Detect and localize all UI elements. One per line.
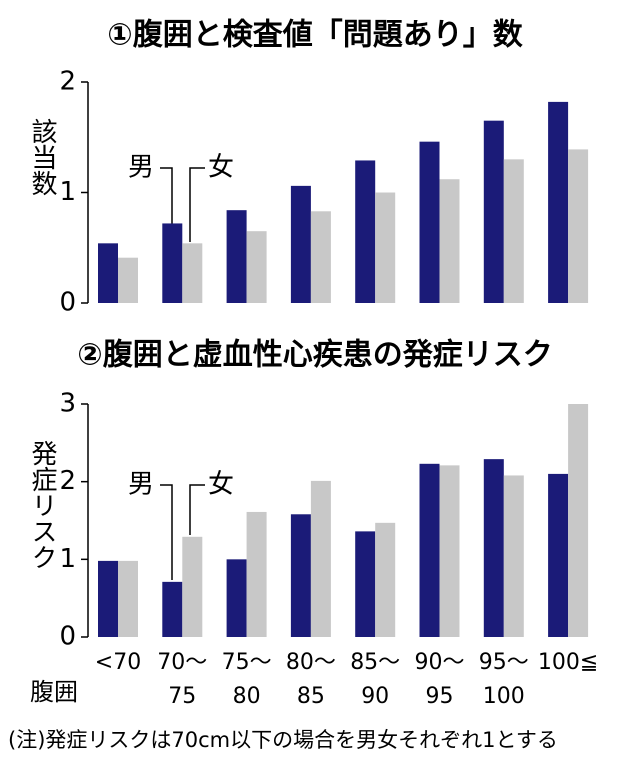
x-tick-label: 85～ 90 (350, 650, 401, 709)
x-tick-label: 90～ 95 (414, 650, 465, 709)
chart-title: ①腹囲と検査値「問題あり」数 (107, 18, 523, 53)
bar (118, 257, 138, 303)
y-axis-label: 該当数 (27, 118, 57, 196)
x-axis-label: 腹囲 (30, 678, 78, 706)
bar (246, 511, 267, 637)
x-tick-label: 80～ 85 (285, 650, 336, 709)
x-tick-label: 75～ 80 (221, 650, 272, 709)
y-tick-label: 1 (59, 177, 76, 207)
bar (568, 404, 589, 637)
bar (182, 243, 203, 303)
bar (503, 159, 524, 303)
note: (注)発症リスクは70cm以下の場合を男女それぞれ1とする (8, 728, 558, 752)
bar (355, 160, 376, 303)
bar (419, 463, 440, 637)
legend-leader (160, 484, 173, 580)
legend-label: 女 (208, 153, 234, 183)
legend-label: 女 (208, 470, 234, 500)
bar (162, 223, 183, 303)
bar (375, 522, 396, 637)
y-tick-label: 2 (59, 466, 76, 496)
legend-leader (189, 484, 205, 535)
x-tick-label: 95～ 100 (478, 650, 529, 709)
bar (483, 120, 504, 303)
legend-leaders (160, 167, 205, 580)
bar (568, 149, 589, 303)
bar (548, 101, 569, 303)
bar (290, 185, 311, 303)
bar (226, 210, 247, 303)
bar (290, 514, 311, 637)
chart-title: ②腹囲と虚血性心疾患の発症リスク (77, 338, 552, 373)
legend-label: 男 (128, 153, 154, 183)
legend-label: 男 (128, 470, 154, 500)
legend-leader (160, 167, 173, 224)
bar (118, 560, 138, 637)
y-tick-label: 0 (59, 288, 76, 318)
bar (246, 231, 267, 303)
bar (375, 192, 396, 303)
x-tick-label: 70～ 75 (157, 650, 208, 709)
bar (419, 141, 440, 303)
bar (503, 475, 524, 637)
bar (439, 179, 460, 303)
bar (310, 211, 331, 303)
x-tick-label: 100≦ (537, 650, 599, 675)
x-tick-label: <70 (94, 650, 142, 675)
bar (98, 243, 118, 303)
y-tick-label: 3 (59, 389, 76, 419)
bar (355, 531, 376, 637)
y-tick-label: 2 (59, 67, 76, 97)
y-tick-label: 1 (59, 544, 76, 574)
bar (162, 581, 183, 637)
legend-leader (189, 167, 205, 242)
bar (182, 536, 203, 637)
bar (439, 465, 460, 637)
bar (548, 473, 569, 637)
y-tick-label: 0 (59, 622, 76, 652)
y-axis-label: 発症リスク (27, 440, 57, 570)
bar (226, 559, 247, 637)
bar (310, 480, 331, 637)
bar (483, 459, 504, 637)
bar (98, 560, 118, 637)
